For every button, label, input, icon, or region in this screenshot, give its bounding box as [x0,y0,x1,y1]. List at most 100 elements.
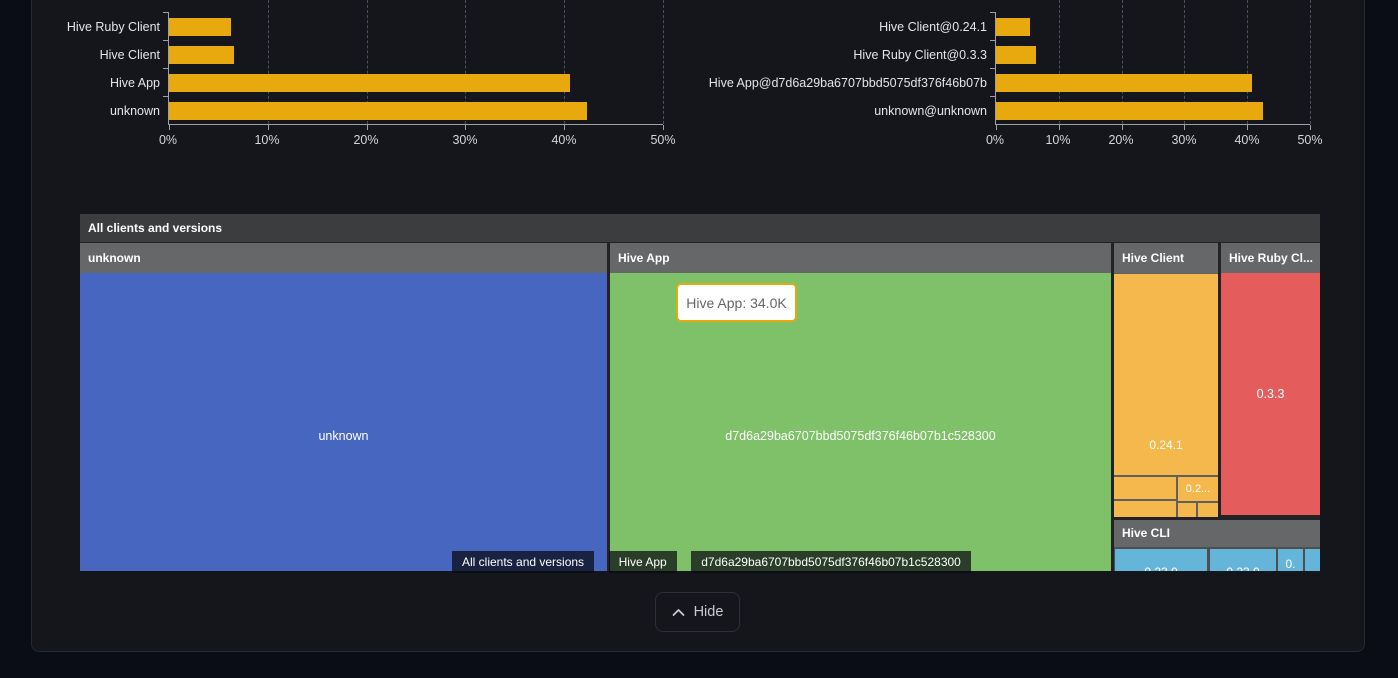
treemap-block-hive-client-0-24-1-label: 0.24.1 [1149,437,1183,452]
y-tick-mark [990,96,995,97]
treemap-block-unknown-label: unknown [318,429,369,443]
x-tick-mark [366,125,368,130]
treemap-section-hive-app-header[interactable]: Hive App [610,243,1111,273]
bar-unknown-unknown[interactable] [996,102,1263,120]
y-tick-mark [990,68,995,69]
treemap-title-bar[interactable]: All clients and versions [80,214,1320,242]
hide-button[interactable]: Hide [655,592,740,632]
x-tick-mark [1184,125,1186,130]
breadcrumb-item-hive-app[interactable]: Hive App [608,551,677,573]
treemap-block-hive-client-minor-1[interactable] [1114,477,1176,499]
x-gridline [663,0,664,124]
treemap-section-hive-cli: Hive CLI 0.23.0 0.23.0 0. [1114,520,1320,571]
y-tick-mark [990,40,995,41]
x-tick-mark [465,125,467,130]
treemap-block-hive-app-label: d7d6a29ba6707bbd5075df376f46b07b1c528300 [725,429,996,443]
treemap-section-hive-client: Hive Client 0.24.1 0.2... [1114,243,1218,517]
x-gridline [267,0,269,124]
treemap-block-hive-client-minor-4[interactable] [1178,503,1196,517]
treemap-block-hive-client-minor-5[interactable] [1198,503,1218,517]
treemap-section-hive-ruby-client: Hive Ruby Cl... 0.3.3 [1221,243,1320,515]
treemap-block-hive-client-minor-3[interactable]: 0.2... [1178,477,1218,501]
y-tick-mark [163,40,168,41]
x-tick-label: 0% [985,133,1005,147]
client-versions-bar-chart-plot [990,0,1311,130]
treemap-block-hive-cli-3[interactable]: 0. [1278,549,1303,571]
bar-hive-app-d7d6a29ba6707bbd5075df376f46b07b[interactable] [996,74,1253,92]
chevron-up-icon [672,608,684,616]
x-tick-label: 10% [254,133,280,147]
category-label: unknown [109,104,160,118]
breadcrumb-item-hash[interactable]: d7d6a29ba6707bbd5075df376f46b07b1c528300 [691,551,971,573]
category-label: Hive Client [99,48,160,62]
x-tick-mark [663,125,664,130]
hide-button-label: Hide [693,604,724,620]
x-gridline [1058,0,1060,124]
treemap-section-hive-client-header[interactable]: Hive Client [1114,243,1218,273]
treemap-block-hive-cli-4[interactable] [1305,549,1320,571]
treemap-section-hive-app: Hive App d7d6a29ba6707bbd5075df376f46b07… [610,243,1111,571]
treemap-section-hive-cli-header[interactable]: Hive CLI [1114,520,1320,547]
bar-unknown[interactable] [169,102,587,120]
y-tick-mark [163,12,168,13]
x-tick-label: 0% [158,133,178,147]
x-tick-mark [1247,125,1249,130]
treemap-tooltip-text: Hive App: 34.0K [686,294,787,311]
x-tick-mark [996,125,997,130]
bar-hive-ruby-client[interactable] [169,18,232,36]
treemap-section-unknown: unknown unknown [80,243,607,571]
y-tick-mark [990,12,995,13]
treemap-breadcrumb: All clients and versions ❯ Hive App ❯ d7… [452,551,971,573]
bar-hive-app[interactable] [169,74,571,92]
bar-hive-client-0-24-1[interactable] [996,18,1030,36]
x-gridline [1310,0,1311,124]
treemap-block-hive-cli-2[interactable]: 0.23.0 [1210,549,1276,571]
x-tick-label: 20% [1108,133,1134,147]
treemap-tooltip: Hive App: 34.0K [676,283,797,322]
category-label: Hive Ruby Client@0.3.3 [853,48,987,62]
treemap-block-unknown[interactable]: unknown [80,273,607,571]
clients-bar-chart: 0% 10% 20% 30% 40% 50% Hive Ruby Client Hive Cl… [40,0,676,152]
x-tick-label: 30% [1171,133,1197,147]
treemap-block-hive-app[interactable]: d7d6a29ba6707bbd5075df376f46b07b1c528300 [610,273,1111,571]
x-tick-label: 30% [452,133,478,147]
x-tick-label: 40% [1234,133,1260,147]
x-tick-mark [1310,125,1311,130]
category-label: Hive App@d7d6a29ba6707bbd5075df376f46b07… [708,76,987,90]
x-gridline [465,0,467,124]
x-tick-mark [564,125,566,130]
x-tick-mark [1121,125,1123,130]
x-tick-mark [1058,125,1060,130]
category-label: Hive App [109,76,160,90]
y-tick-mark [163,68,168,69]
x-gridline [564,0,566,124]
y-tick-mark [163,96,168,97]
breadcrumb-chevron-icon: ❯ [677,553,691,570]
x-tick-label: 40% [551,133,577,147]
treemap-block-hive-client-0-24-1[interactable]: 0.24.1 [1114,274,1218,475]
x-tick-mark [267,125,269,130]
x-tick-label: 20% [353,133,379,147]
x-tick-mark [169,125,170,130]
treemap-block-hive-client-minor-2[interactable] [1114,501,1176,517]
bar-hive-ruby-client-0-3-3[interactable] [996,46,1036,64]
x-tick-label: 50% [1297,133,1323,147]
x-gridline [1247,0,1249,124]
breadcrumb-item-all-clients[interactable]: All clients and versions [452,551,595,573]
category-label: unknown@unknown [874,104,987,118]
treemap-section-unknown-header[interactable]: unknown [80,243,607,273]
x-tick-label: 50% [650,133,676,147]
treemap-block-hive-ruby-client[interactable]: 0.3.3 [1221,273,1320,515]
x-gridline [1121,0,1123,124]
bar-hive-client[interactable] [169,46,235,64]
x-gridline [1184,0,1186,124]
x-tick-label: 10% [1045,133,1071,147]
treemap-section-hive-ruby-client-header[interactable]: Hive Ruby Cl... [1221,243,1320,273]
client-versions-bar-chart: 0% 10% 20% 30% 40% 50% Hive Client@0.24.1 Hive … [690,0,1323,152]
category-label: Hive Client@0.24.1 [879,20,987,34]
treemap-block-hive-ruby-client-label: 0.3.3 [1256,387,1285,401]
clients-treemap: All clients and versions unknown unknown… [80,214,1320,571]
clients-bar-chart-plot [163,0,664,130]
treemap-block-hive-cli-1[interactable]: 0.23.0 [1115,549,1207,571]
